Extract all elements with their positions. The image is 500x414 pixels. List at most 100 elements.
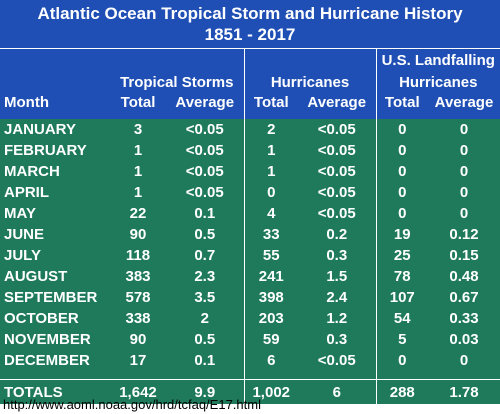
ts-total-cell: 383 — [125, 268, 151, 285]
ts-average-column-header: Average — [166, 91, 245, 111]
ts-total-cell: 578 — [125, 289, 151, 306]
h-average-cell: <0.05 — [298, 140, 377, 161]
table-row: FEBRUARY 1 <0.05 1 <0.05 0 0 — [0, 140, 500, 161]
month-cell: JANUARY — [4, 121, 76, 138]
month-cell: AUGUST — [4, 268, 68, 285]
table-row: MARCH 1 <0.05 1 <0.05 0 0 — [0, 161, 500, 182]
ts-average-cell: 2 — [166, 308, 245, 329]
ts-average-cell: <0.05 — [166, 140, 245, 161]
ts-average-cell: 0.5 — [166, 224, 245, 245]
totals-label: TOTALS — [0, 379, 110, 404]
ts-average-cell: <0.05 — [166, 119, 245, 140]
table-row: JULY 118 0.7 55 0.3 25 0.15 — [0, 245, 500, 266]
month-rows: JANUARY 3 <0.05 2 <0.05 0 0 FEBRUARY 1 <0.05 1 <0.0… — [0, 119, 500, 371]
ts-average-cell: 0.5 — [166, 329, 245, 350]
us-total-column-header: Total — [384, 94, 420, 111]
h-average-cell: 2.4 — [298, 287, 377, 308]
tropical-storms-header: Tropical Storms — [110, 71, 245, 91]
month-cell: JULY — [4, 247, 41, 264]
ts-average-cell: <0.05 — [166, 161, 245, 182]
header-row-group: Tropical Storms Hurricanes Hurricanes — [0, 71, 500, 91]
h-total-cell: 2 — [267, 121, 276, 138]
header-row-group-top: U.S. Landfalling — [0, 49, 500, 71]
h-average-cell: 0.2 — [298, 224, 377, 245]
us-average-column-header: Average — [434, 94, 494, 111]
ts-total-cell: 3 — [133, 121, 143, 138]
h-average-cell: <0.05 — [298, 161, 377, 182]
us-average-cell: 0 — [459, 163, 469, 180]
ts-total-cell: 17 — [129, 352, 147, 369]
totals-us-total: 288 — [376, 379, 428, 404]
totals-us-average: 1.78 — [428, 379, 500, 404]
us-total-cell: 0 — [398, 121, 407, 138]
ts-total-cell: 1 — [133, 184, 143, 201]
h-total-cell: 33 — [262, 226, 280, 243]
table-row: AUGUST 383 2.3 241 1.5 78 0.48 — [0, 266, 500, 287]
h-average-cell: <0.05 — [298, 182, 377, 203]
ts-total-cell: 1 — [133, 142, 143, 159]
us-average-cell: 0.03 — [449, 331, 479, 348]
h-average-cell: 1.5 — [298, 266, 377, 287]
us-total-cell: 0 — [398, 163, 407, 180]
month-cell: MAY — [4, 205, 36, 222]
h-total-column-header: Total — [253, 94, 289, 111]
table-row: DECEMBER 17 0.1 6 <0.05 0 0 — [0, 350, 500, 371]
h-total-cell: 1 — [267, 142, 276, 159]
us-total-cell: 0 — [398, 142, 407, 159]
table-row: JANUARY 3 <0.05 2 <0.05 0 0 — [0, 119, 500, 140]
totals-ts-average: 9.9 — [166, 379, 245, 404]
month-cell: NOVEMBER — [4, 331, 91, 348]
us-total-cell: 0 — [398, 205, 407, 222]
ts-total-cell: 90 — [129, 226, 147, 243]
h-average-cell: <0.05 — [298, 119, 377, 140]
header-row-columns: Month Total Average Total Average Total … — [0, 91, 500, 111]
h-total-cell: 1 — [267, 163, 276, 180]
ts-average-cell: 2.3 — [166, 266, 245, 287]
us-total-cell: 5 — [398, 331, 407, 348]
h-average-cell: 0.3 — [298, 245, 377, 266]
totals-h-average: 6 — [298, 379, 377, 404]
month-cell: JUNE — [4, 226, 45, 243]
h-total-cell: 59 — [262, 331, 280, 348]
title-line-1: Atlantic Ocean Tropical Storm and Hurric… — [37, 4, 463, 23]
source-link[interactable]: http://www.aoml.noaa.gov/hrd/tcfaq/E17.h… — [3, 397, 261, 412]
h-average-cell: 1.2 — [298, 308, 377, 329]
hurricane-history-table: Atlantic Ocean Tropical Storm and Hurric… — [0, 0, 500, 404]
ts-total-cell: 118 — [125, 247, 151, 264]
us-average-cell: 0 — [459, 205, 469, 222]
header-spacer — [0, 111, 500, 119]
h-average-cell: 0.3 — [298, 329, 377, 350]
us-total-cell: 0 — [398, 352, 407, 369]
table-row: OCTOBER 338 2 203 1.2 54 0.33 — [0, 308, 500, 329]
ts-total-cell: 22 — [129, 205, 147, 222]
h-total-cell: 398 — [258, 289, 284, 306]
us-average-cell: 0 — [459, 184, 469, 201]
us-average-cell: 0.12 — [449, 226, 479, 243]
month-cell: APRIL — [4, 184, 49, 201]
h-total-cell: 55 — [262, 247, 280, 264]
month-cell: FEBRUARY — [4, 142, 87, 159]
h-total-cell: 203 — [258, 310, 284, 327]
h-total-cell: 241 — [258, 268, 284, 285]
us-average-cell: 0.15 — [449, 247, 479, 264]
h-total-cell: 4 — [267, 205, 276, 222]
ts-average-cell: 0.7 — [166, 245, 245, 266]
month-column-header: Month — [4, 94, 49, 111]
totals-spacer — [0, 371, 500, 380]
ts-total-cell: 338 — [125, 310, 151, 327]
ts-total-cell: 1 — [133, 163, 143, 180]
ts-average-cell: 0.1 — [166, 203, 245, 224]
table-row: SEPTEMBER 578 3.5 398 2.4 107 0.67 — [0, 287, 500, 308]
month-cell: OCTOBER — [4, 310, 79, 327]
us-landfalling-header-line1: U.S. Landfalling — [381, 51, 495, 69]
title-line-2: 1851 - 2017 — [204, 25, 296, 44]
table-row: MAY 22 0.1 4 <0.05 0 0 — [0, 203, 500, 224]
ts-average-cell: 3.5 — [166, 287, 245, 308]
h-average-cell: <0.05 — [298, 203, 377, 224]
h-average-cell: <0.05 — [298, 350, 377, 371]
hurricanes-header: Hurricanes — [244, 71, 377, 91]
us-average-cell: 0 — [459, 352, 469, 369]
data-table: U.S. Landfalling Tropical Storms Hurrica… — [0, 49, 500, 404]
ts-average-cell: 0.1 — [166, 350, 245, 371]
h-total-cell: 0 — [267, 184, 276, 201]
